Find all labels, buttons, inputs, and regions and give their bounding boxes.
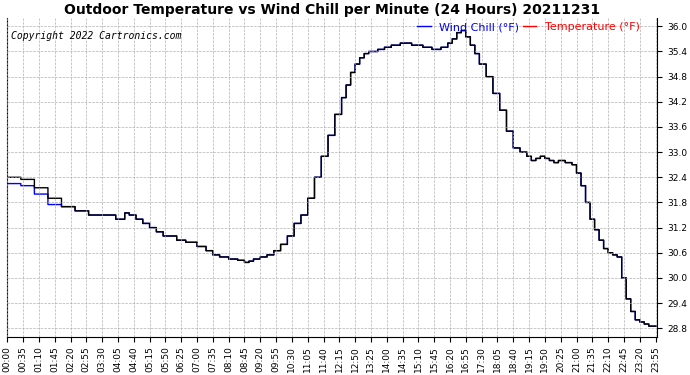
Line: Wind Chill (°F): Wind Chill (°F) (8, 30, 658, 326)
Wind Chill (°F) (653, 324, 662, 328)
Temperature (°F) (148, 225, 156, 230)
Wind Chill (°F) (644, 324, 653, 328)
Wind Chill (°F) (434, 47, 442, 52)
Wind Chill (°F) (220, 255, 228, 259)
Temperature (°F) (644, 324, 653, 328)
Wind Chill (°F) (457, 28, 466, 33)
Line: Temperature (°F): Temperature (°F) (8, 30, 658, 326)
Wind Chill (°F) (519, 150, 527, 154)
Text: Copyright 2022 Cartronics.com: Copyright 2022 Cartronics.com (10, 31, 181, 41)
Temperature (°F) (434, 47, 442, 52)
Wind Chill (°F) (148, 225, 156, 230)
Temperature (°F) (220, 255, 228, 259)
Temperature (°F) (3, 175, 12, 180)
Temperature (°F) (457, 28, 466, 33)
Title: Outdoor Temperature vs Wind Chill per Minute (24 Hours) 20211231: Outdoor Temperature vs Wind Chill per Mi… (64, 3, 600, 17)
Wind Chill (°F) (132, 217, 140, 222)
Temperature (°F) (653, 324, 662, 328)
Temperature (°F) (132, 217, 140, 222)
Legend: Wind Chill (°F), Temperature (°F): Wind Chill (°F), Temperature (°F) (413, 18, 644, 37)
Temperature (°F) (519, 150, 527, 154)
Wind Chill (°F) (576, 171, 584, 176)
Wind Chill (°F) (3, 182, 12, 186)
Temperature (°F) (576, 171, 584, 176)
